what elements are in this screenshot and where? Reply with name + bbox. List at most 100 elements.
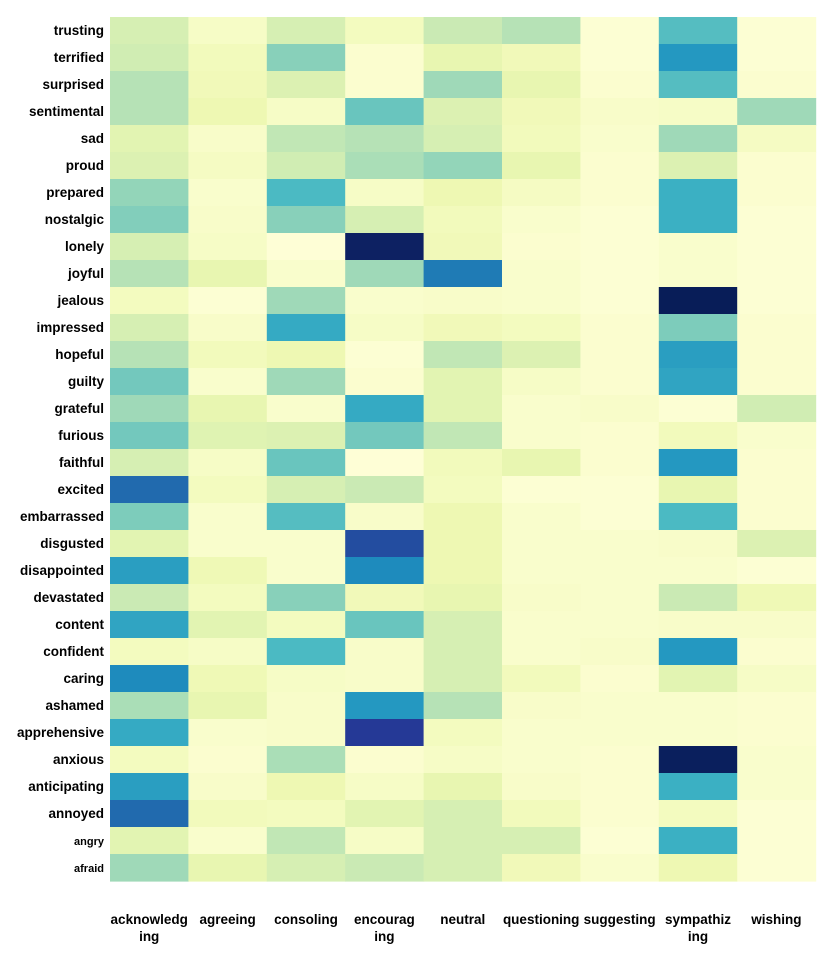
cell-anxious-sympathizing (658, 746, 738, 774)
row-label-surprised: surprised (42, 77, 104, 92)
cell-joyful-sympathizing (658, 260, 738, 288)
cell-faithful-wishing (737, 449, 817, 477)
cell-grateful-suggesting (580, 395, 660, 423)
cell-annoyed-consoling (266, 800, 346, 828)
row-label-guilty: guilty (68, 374, 104, 389)
cell-apprehensive-agreeing (188, 719, 268, 747)
cell-terrified-neutral (423, 44, 503, 72)
cell-annoyed-wishing (737, 800, 817, 828)
cell-proud-consoling (266, 152, 346, 180)
cell-nostalgic-agreeing (188, 206, 268, 234)
row-label-grateful: grateful (54, 401, 104, 416)
cell-faithful-consoling (266, 449, 346, 477)
row-label-embarrassed: embarrassed (20, 509, 104, 524)
cell-ashamed-neutral (423, 692, 503, 720)
row-label-sentimental: sentimental (29, 104, 104, 119)
cell-ashamed-suggesting (580, 692, 660, 720)
column-label-suggesting: suggesting (584, 912, 656, 927)
cell-grateful-agreeing (188, 395, 268, 423)
cell-angry-consoling (266, 827, 346, 855)
cell-disgusted-wishing (737, 530, 817, 558)
cell-hopeful-consoling (266, 341, 346, 369)
cell-angry-wishing (737, 827, 817, 855)
cell-nostalgic-sympathizing (658, 206, 738, 234)
cell-ashamed-agreeing (188, 692, 268, 720)
cell-caring-acknowledging (110, 665, 189, 693)
column-label-sympathizing: sympathiz ing (665, 912, 731, 944)
cell-proud-neutral (423, 152, 503, 180)
cell-sad-suggesting (580, 125, 660, 153)
cell-afraid-sympathizing (658, 854, 738, 882)
cell-content-encouraging (345, 611, 425, 639)
row-label-devastated: devastated (33, 590, 104, 605)
cell-embarrassed-questioning (502, 503, 581, 531)
row-label-impressed: impressed (36, 320, 104, 335)
cell-embarrassed-sympathizing (658, 503, 738, 531)
cell-guilty-agreeing (188, 368, 268, 396)
row-label-prepared: prepared (46, 185, 104, 200)
cell-annoyed-encouraging (345, 800, 425, 828)
cell-prepared-sympathizing (658, 179, 738, 207)
cell-disappointed-suggesting (580, 557, 660, 585)
cell-terrified-questioning (502, 44, 581, 72)
cell-excited-sympathizing (658, 476, 738, 504)
column-label-neutral: neutral (440, 912, 485, 927)
cell-anticipating-neutral (423, 773, 503, 801)
cell-excited-wishing (737, 476, 817, 504)
cell-content-consoling (266, 611, 346, 639)
cell-annoyed-suggesting (580, 800, 660, 828)
cell-sentimental-sympathizing (658, 98, 738, 126)
cell-surprised-sympathizing (658, 71, 738, 99)
cell-ashamed-consoling (266, 692, 346, 720)
cell-nostalgic-consoling (266, 206, 346, 234)
cell-afraid-consoling (266, 854, 346, 882)
cell-embarrassed-acknowledging (110, 503, 189, 531)
cell-embarrassed-wishing (737, 503, 817, 531)
cell-jealous-neutral (423, 287, 503, 315)
cell-caring-questioning (502, 665, 581, 693)
cell-furious-suggesting (580, 422, 660, 450)
cell-anticipating-consoling (266, 773, 346, 801)
cell-anticipating-acknowledging (110, 773, 189, 801)
cell-sentimental-encouraging (345, 98, 425, 126)
cell-anxious-neutral (423, 746, 503, 774)
cell-disappointed-neutral (423, 557, 503, 585)
row-label-lonely: lonely (65, 239, 105, 254)
cell-proud-wishing (737, 152, 817, 180)
cell-surprised-suggesting (580, 71, 660, 99)
cell-sentimental-acknowledging (110, 98, 189, 126)
cell-afraid-agreeing (188, 854, 268, 882)
cell-disgusted-suggesting (580, 530, 660, 558)
cell-confident-encouraging (345, 638, 425, 666)
cell-lonely-neutral (423, 233, 503, 261)
cell-angry-acknowledging (110, 827, 189, 855)
cell-confident-agreeing (188, 638, 268, 666)
cell-confident-acknowledging (110, 638, 189, 666)
cell-afraid-neutral (423, 854, 503, 882)
cell-impressed-acknowledging (110, 314, 189, 342)
cell-annoyed-agreeing (188, 800, 268, 828)
cell-joyful-wishing (737, 260, 817, 288)
cell-angry-agreeing (188, 827, 268, 855)
cell-devastated-suggesting (580, 584, 660, 612)
cell-trusting-wishing (737, 17, 817, 45)
cell-hopeful-agreeing (188, 341, 268, 369)
cell-prepared-wishing (737, 179, 817, 207)
cell-faithful-suggesting (580, 449, 660, 477)
cell-guilty-encouraging (345, 368, 425, 396)
column-label-encouraging: encourag ing (354, 912, 415, 944)
cell-apprehensive-neutral (423, 719, 503, 747)
column-label-consoling: consoling (274, 912, 338, 927)
row-label-apprehensive: apprehensive (17, 725, 105, 740)
cell-devastated-questioning (502, 584, 581, 612)
cell-lonely-sympathizing (658, 233, 738, 261)
cell-surprised-consoling (266, 71, 346, 99)
cell-jealous-agreeing (188, 287, 268, 315)
row-label-confident: confident (43, 644, 104, 659)
cell-anticipating-sympathizing (658, 773, 738, 801)
cell-anticipating-suggesting (580, 773, 660, 801)
cell-faithful-sympathizing (658, 449, 738, 477)
cell-lonely-encouraging (345, 233, 425, 261)
cell-guilty-sympathizing (658, 368, 738, 396)
cell-hopeful-questioning (502, 341, 581, 369)
